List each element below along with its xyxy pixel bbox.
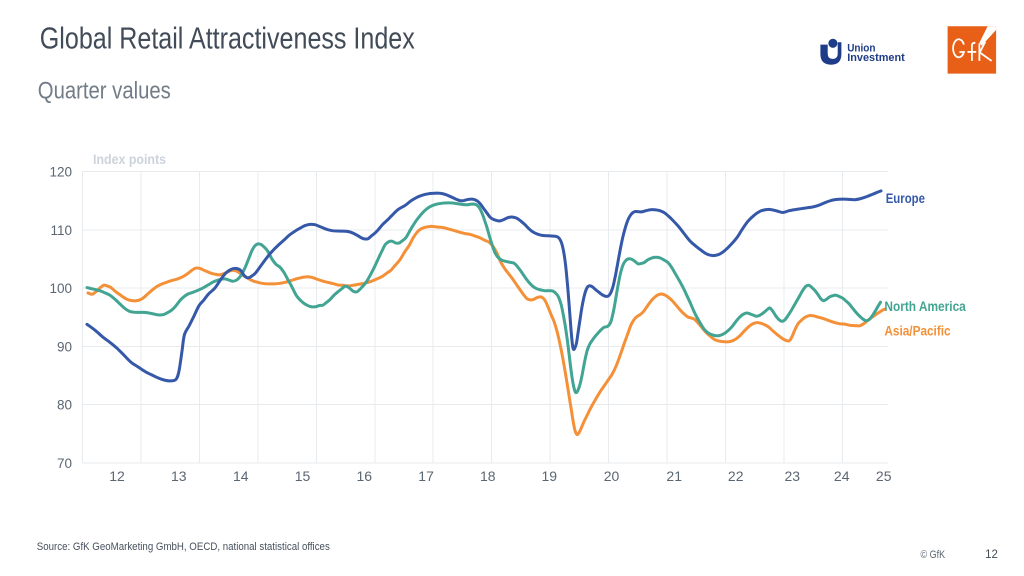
svg-text:14: 14 [233,468,249,484]
svg-text:24: 24 [834,468,850,484]
svg-text:70: 70 [57,456,72,471]
svg-text:18: 18 [480,468,496,484]
svg-text:Investment: Investment [847,52,905,64]
svg-text:100: 100 [49,281,72,296]
svg-text:19: 19 [542,468,558,484]
svg-text:13: 13 [171,468,187,484]
svg-text:16: 16 [357,468,373,484]
svg-text:Asia/Pacific: Asia/Pacific [884,323,951,338]
svg-text:Europe: Europe [886,191,926,206]
svg-text:Union: Union [847,42,876,54]
svg-text:110: 110 [50,223,72,238]
svg-text:© GfK: © GfK [921,549,946,561]
svg-text:21: 21 [666,468,682,484]
svg-text:17: 17 [418,468,434,484]
svg-text:90: 90 [57,339,72,354]
svg-text:25: 25 [876,468,892,484]
svg-text:23: 23 [785,468,801,484]
svg-text:Source: GfK GeoMarketing GmbH,: Source: GfK GeoMarketing GmbH, OECD, nat… [37,541,330,553]
svg-text:12: 12 [985,549,998,561]
svg-text:120: 120 [49,165,72,180]
svg-text:22: 22 [728,468,744,484]
svg-text:Index points: Index points [93,152,166,167]
svg-text:15: 15 [295,468,311,484]
svg-text:Global Retail Attractiveness I: Global Retail Attractiveness Index [40,21,415,56]
svg-text:80: 80 [57,398,72,413]
svg-text:20: 20 [604,468,620,484]
svg-text:12: 12 [109,468,125,484]
svg-text:North America: North America [884,299,966,314]
svg-text:Quarter values: Quarter values [38,77,171,104]
